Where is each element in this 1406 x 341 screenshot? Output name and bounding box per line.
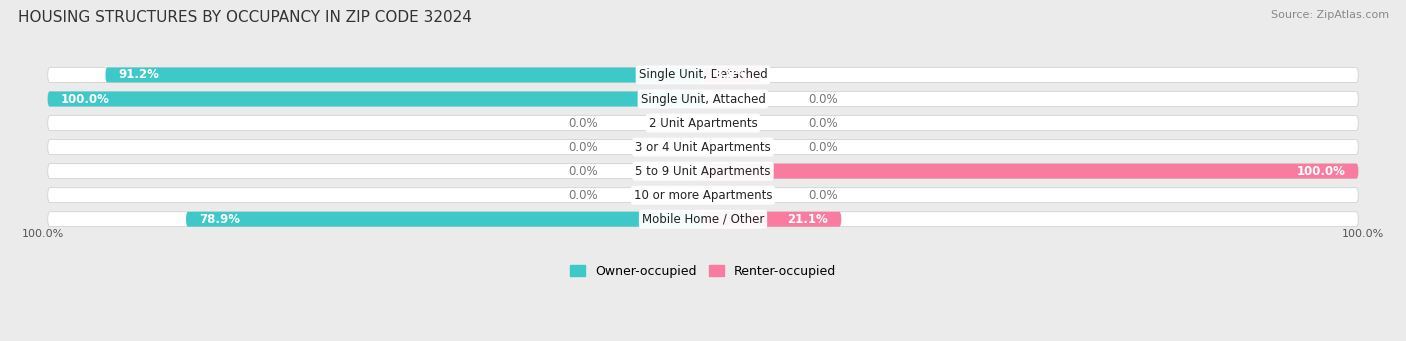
- Text: 100.0%: 100.0%: [60, 92, 110, 105]
- FancyBboxPatch shape: [48, 212, 1358, 227]
- FancyBboxPatch shape: [48, 91, 1358, 106]
- Text: Single Unit, Detached: Single Unit, Detached: [638, 69, 768, 81]
- Legend: Owner-occupied, Renter-occupied: Owner-occupied, Renter-occupied: [569, 265, 837, 278]
- FancyBboxPatch shape: [48, 188, 1358, 203]
- FancyBboxPatch shape: [48, 140, 1358, 154]
- FancyBboxPatch shape: [105, 68, 703, 83]
- Text: HOUSING STRUCTURES BY OCCUPANCY IN ZIP CODE 32024: HOUSING STRUCTURES BY OCCUPANCY IN ZIP C…: [18, 10, 472, 25]
- Text: 0.0%: 0.0%: [808, 140, 838, 153]
- FancyBboxPatch shape: [703, 164, 1358, 179]
- Text: 0.0%: 0.0%: [568, 140, 598, 153]
- FancyBboxPatch shape: [186, 212, 703, 227]
- Text: 100.0%: 100.0%: [21, 229, 63, 239]
- FancyBboxPatch shape: [48, 68, 1358, 83]
- FancyBboxPatch shape: [48, 91, 703, 106]
- Text: 3 or 4 Unit Apartments: 3 or 4 Unit Apartments: [636, 140, 770, 153]
- Text: 2 Unit Apartments: 2 Unit Apartments: [648, 117, 758, 130]
- FancyBboxPatch shape: [48, 164, 1358, 179]
- Text: Single Unit, Attached: Single Unit, Attached: [641, 92, 765, 105]
- Text: 0.0%: 0.0%: [568, 117, 598, 130]
- Text: Source: ZipAtlas.com: Source: ZipAtlas.com: [1271, 10, 1389, 20]
- Text: 10 or more Apartments: 10 or more Apartments: [634, 189, 772, 202]
- Text: 8.8%: 8.8%: [714, 69, 748, 81]
- Text: 100.0%: 100.0%: [1296, 165, 1346, 178]
- Text: Mobile Home / Other: Mobile Home / Other: [641, 213, 765, 226]
- Text: 5 to 9 Unit Apartments: 5 to 9 Unit Apartments: [636, 165, 770, 178]
- Text: 0.0%: 0.0%: [808, 117, 838, 130]
- Text: 0.0%: 0.0%: [808, 189, 838, 202]
- Text: 78.9%: 78.9%: [200, 213, 240, 226]
- FancyBboxPatch shape: [703, 68, 761, 83]
- Text: 0.0%: 0.0%: [808, 92, 838, 105]
- FancyBboxPatch shape: [48, 116, 1358, 131]
- Text: 0.0%: 0.0%: [568, 189, 598, 202]
- FancyBboxPatch shape: [703, 212, 841, 227]
- Text: 0.0%: 0.0%: [568, 165, 598, 178]
- Text: 100.0%: 100.0%: [1343, 229, 1385, 239]
- Text: 91.2%: 91.2%: [118, 69, 159, 81]
- Text: 21.1%: 21.1%: [787, 213, 828, 226]
